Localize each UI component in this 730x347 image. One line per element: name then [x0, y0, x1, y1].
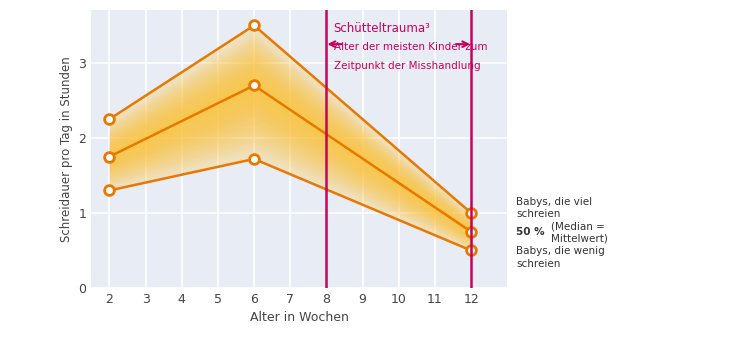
Text: Schütteltrauma³: Schütteltrauma³	[334, 22, 431, 35]
Text: Mittelwert): Mittelwert)	[551, 234, 608, 244]
Text: Zeitpunkt der Misshandlung: Zeitpunkt der Misshandlung	[334, 61, 480, 71]
Y-axis label: Schreidauer pro Tag in Stunden: Schreidauer pro Tag in Stunden	[60, 56, 73, 242]
Text: 50 %: 50 %	[516, 227, 545, 237]
Text: Babys, die wenig
schreien: Babys, die wenig schreien	[516, 246, 605, 269]
X-axis label: Alter in Wochen: Alter in Wochen	[250, 311, 349, 324]
Text: Alter der meisten Kinder zum: Alter der meisten Kinder zum	[334, 42, 487, 52]
Text: (Median =: (Median =	[551, 222, 605, 232]
Text: Babys, die viel
schreien: Babys, die viel schreien	[516, 197, 592, 219]
